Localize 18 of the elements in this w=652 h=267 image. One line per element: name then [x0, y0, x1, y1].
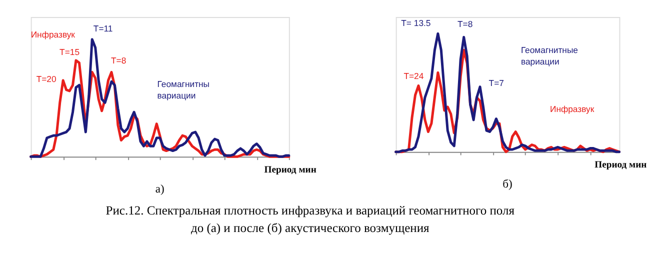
text: Инфразвук — [550, 104, 594, 114]
annotation: T=8 — [110, 55, 126, 66]
x-axis-title: Период мин — [594, 160, 648, 171]
text: Инфразвук — [30, 30, 76, 40]
text: T=8 — [458, 19, 473, 30]
x-axis-title: Период мин — [264, 164, 317, 176]
text: Геомагнитные вариации — [520, 45, 578, 67]
text: б) — [502, 178, 513, 190]
text: Рис.12. Спектральная плотность инфразвука и вариаций геомагнитного поля — [106, 203, 515, 218]
annotation: T=7 — [488, 78, 504, 88]
annotation: T=15 — [60, 47, 80, 58]
annotation: T=20 — [36, 74, 56, 84]
text: Геомагнитны вариации — [157, 78, 210, 100]
annotation: T=24 — [404, 71, 424, 82]
text: T=11 — [93, 24, 113, 34]
text: до (а) и после (б) акустического возмущения — [190, 220, 430, 235]
text: а) — [155, 183, 165, 196]
text: T= 13.5 — [401, 18, 431, 28]
